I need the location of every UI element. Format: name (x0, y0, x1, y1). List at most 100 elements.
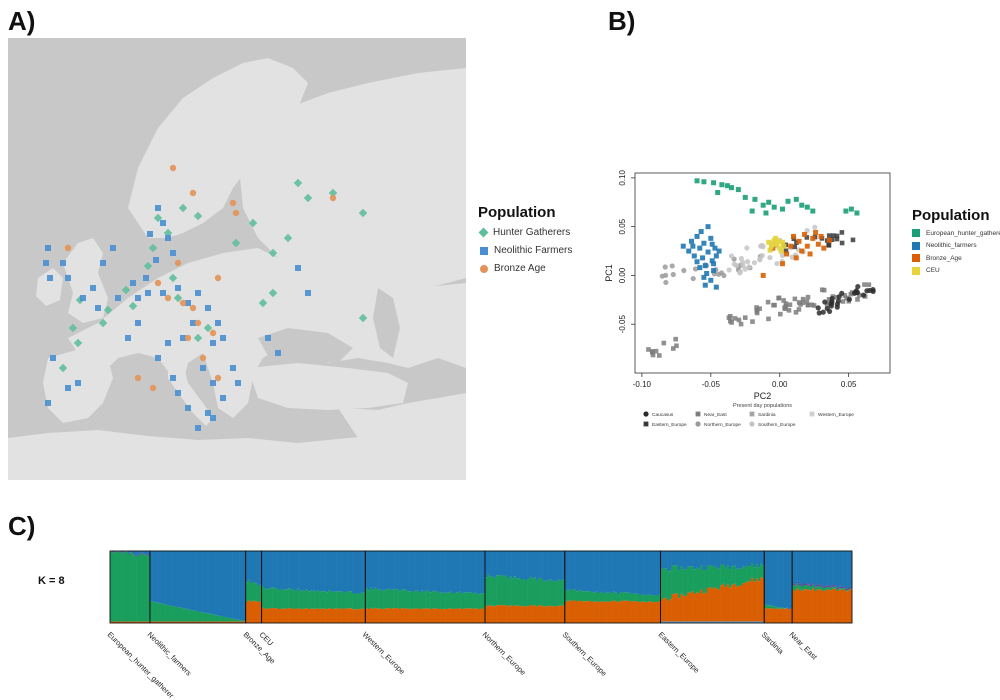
admixture-bar-segment (613, 601, 615, 623)
map-point-neolithic-farmer (160, 220, 166, 226)
admixture-bar-segment (348, 551, 351, 591)
admixture-bar-segment (501, 605, 504, 623)
admixture-bar-segment (268, 609, 271, 623)
admixture-bar-segment (187, 551, 189, 609)
admixture-bar-segment (130, 552, 133, 621)
admixture-bar-segment (297, 608, 300, 623)
admixture-bar-segment (711, 567, 714, 589)
pca-point (710, 242, 715, 247)
admixture-bar-segment (769, 551, 771, 605)
admixture-bar-segment (257, 585, 260, 602)
admixture-bar-segment (217, 551, 219, 616)
admixture-bar-segment (621, 601, 623, 623)
admixture-bar-segment (582, 591, 584, 601)
pca-reference-legend-label: Eastern_Europe (652, 422, 687, 428)
map-point-bronze-age (165, 295, 171, 301)
admixture-bar-segment (584, 591, 586, 601)
admixture-bar-segment (525, 606, 528, 623)
admixture-bar-segment (512, 578, 515, 606)
pca-legend-item: Neolithic_farmers (912, 242, 977, 250)
admixture-bar-segment (328, 608, 331, 623)
admixture-bar-segment (597, 602, 599, 623)
pca-x-tick-label: -0.10 (633, 380, 652, 389)
pca-point (780, 207, 785, 212)
admixture-bar-segment (608, 593, 610, 602)
admixture-bar-segment (591, 551, 593, 592)
pca-point (699, 229, 704, 234)
pca-reference-point (867, 282, 872, 287)
map-point-neolithic-farmer (115, 295, 121, 301)
admixture-bar-segment (332, 609, 335, 623)
admixture-bar-segment (529, 551, 532, 577)
pca-reference-point (739, 322, 744, 327)
admixture-bar-segment (784, 608, 786, 609)
admixture-bar-segment (632, 551, 634, 594)
pca-point (770, 242, 775, 247)
admixture-bar-segment (392, 608, 395, 623)
admixture-bar-segment (467, 551, 470, 592)
admixture-bar-segment (641, 594, 643, 601)
admixture-bar-segment (656, 551, 658, 595)
admixture-bar-segment (198, 551, 200, 611)
admixture-bar-segment (836, 591, 839, 623)
admixture-bar-segment (141, 553, 144, 554)
admixture-bar-segment (571, 589, 573, 600)
admixture-bar-segment (281, 551, 284, 590)
admixture-bar-segment (702, 551, 705, 570)
admixture-bar-segment (518, 551, 521, 578)
admixture-bar-segment (516, 578, 519, 606)
admixture-bar-segment (663, 598, 666, 621)
admixture-bar-segment (443, 609, 446, 623)
admixture-bar-segment (330, 608, 333, 623)
admixture-bar-segment (630, 594, 632, 602)
admixture-bar-segment (687, 593, 690, 622)
admixture-bar-segment (137, 556, 140, 557)
pca-point (786, 199, 791, 204)
pca-legend-item: CEU (912, 267, 940, 275)
admixture-bar-segment (356, 593, 359, 609)
admixture-bar-segment (589, 551, 591, 591)
admixture-bar-segment (567, 551, 569, 590)
admixture-bar-segment (567, 601, 569, 623)
admixture-bar-segment (845, 591, 848, 623)
admixture-bar-segment (450, 592, 453, 609)
admixture-bar-segment (476, 609, 479, 623)
admixture-bar-segment (228, 618, 230, 622)
admixture-bar-segment (463, 551, 466, 593)
admixture-bar-segment (578, 601, 580, 623)
admixture-bar-segment (252, 551, 255, 582)
admixture-bar-segment (654, 551, 656, 595)
admixture-bar-segment (423, 592, 426, 609)
pca-series-neolithic-farmers (681, 224, 722, 289)
pca-point (810, 236, 815, 241)
admixture-bar-segment (196, 551, 198, 611)
admixture-bar-segment (819, 585, 822, 586)
map-point-neolithic-farmer (210, 415, 216, 421)
admixture-bar-segment (669, 599, 672, 621)
admixture-bar-segment (385, 551, 388, 589)
admixture-bar-segment (836, 589, 839, 591)
map-legend-label: Bronze Age (494, 263, 546, 274)
pca-point (711, 268, 716, 273)
admixture-bar-segment (709, 551, 712, 565)
pca-y-tick-label: 0.00 (618, 267, 627, 283)
admixture-bar-segment (266, 589, 269, 609)
admixture-bar-segment (498, 575, 501, 605)
pca-y-axis-label: PC1 (604, 264, 614, 282)
pca-point (697, 265, 702, 270)
admixture-bar-segment (167, 551, 169, 605)
admixture-bar-segment (387, 608, 390, 623)
admixture-bar-segment (722, 584, 725, 622)
admixture-bar-segment (341, 551, 344, 592)
admixture-bar-segment (606, 602, 608, 623)
admixture-bar-segment (700, 589, 703, 621)
admixture-bar-segment (198, 611, 200, 621)
map-point-bronze-age (155, 280, 161, 286)
admixture-bar-segment (339, 608, 342, 623)
admixture-bar-segment (540, 605, 543, 623)
admixture-bar-segment (705, 551, 708, 570)
admixture-bar-segment (520, 606, 523, 623)
diamond-icon (479, 228, 489, 238)
admixture-bar-segment (167, 605, 169, 621)
